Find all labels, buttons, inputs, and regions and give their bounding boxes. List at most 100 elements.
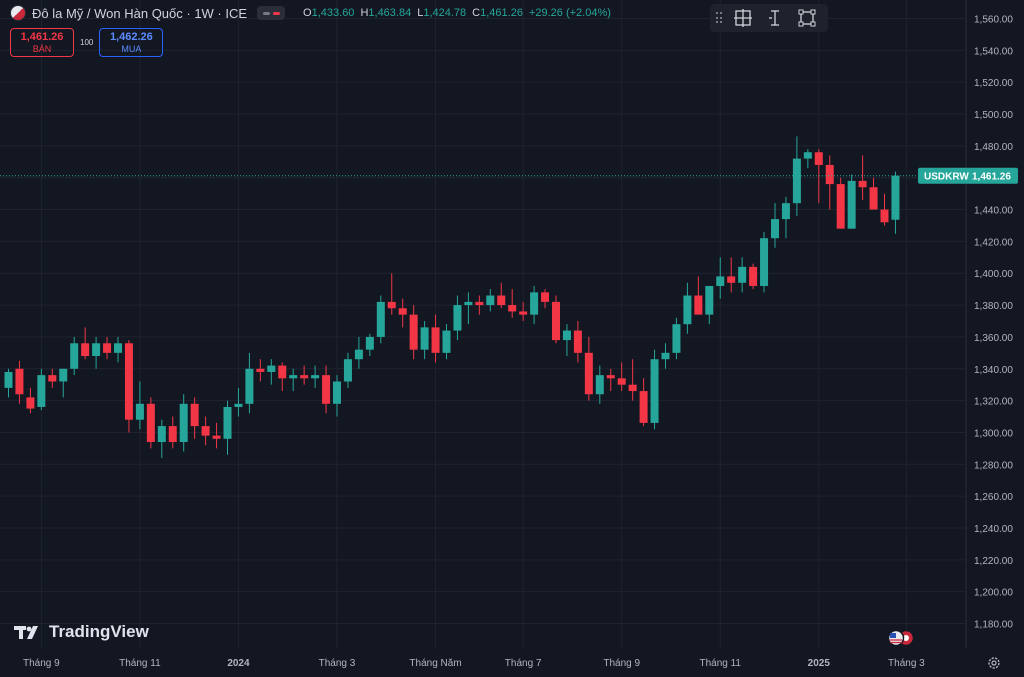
last-price-symbol: USDKRW (924, 172, 969, 183)
time-tick-label: Tháng 11 (699, 658, 741, 669)
candle (311, 365, 320, 388)
price-axis[interactable]: 1,180.00 1,200.00 1,220.00 1,240.00 1,260.00… (974, 15, 1013, 631)
time-axis[interactable]: Tháng 9 Tháng 11 2024 Tháng 3 Tháng Năm Tháng… (23, 658, 925, 669)
currency-flags-icon[interactable] (886, 629, 918, 647)
candle-body (650, 359, 659, 423)
candle (727, 257, 736, 293)
sell-price: 1,461.26 (20, 30, 64, 43)
candle (639, 378, 648, 427)
frame-icon[interactable] (796, 7, 818, 29)
price-tick-label: 1,440.00 (974, 206, 1013, 217)
time-tick-label: Tháng 3 (888, 658, 925, 669)
text-cursor-icon[interactable] (764, 7, 786, 29)
candle (617, 362, 626, 392)
candle-body (869, 187, 878, 210)
candle (398, 298, 407, 328)
candle (497, 282, 506, 309)
series-visibility-button[interactable] (257, 6, 286, 20)
candle-body (738, 266, 747, 283)
candle-body (103, 343, 112, 353)
candle-body (70, 343, 79, 369)
open-value: 1,433.60 (311, 7, 355, 19)
candle-body (727, 276, 736, 283)
buy-button[interactable]: 1,462.26 MUA (99, 28, 164, 57)
candle (683, 282, 692, 334)
sell-button[interactable]: 1,461.26 BÁN (10, 28, 74, 57)
candle-body (573, 330, 582, 353)
change-value: +29.26 (+2.04%) (528, 7, 611, 19)
candle-body (628, 384, 637, 392)
candle-body (453, 305, 462, 331)
candle-body (245, 368, 254, 404)
candle (508, 289, 517, 318)
time-tick-label: Tháng Năm (409, 658, 461, 669)
candle (333, 375, 341, 417)
low-label: L (417, 7, 424, 19)
candle (705, 285, 714, 325)
tradingview-logo[interactable]: TradingView (14, 622, 149, 642)
candle-body (639, 391, 648, 423)
price-tick-label: 1,560.00 (974, 15, 1013, 26)
candle-body (311, 375, 320, 379)
candle-body (333, 381, 341, 404)
price-tick-label: 1,180.00 (974, 620, 1013, 631)
candle-body (442, 330, 451, 353)
time-tick-label: Tháng 7 (505, 658, 542, 669)
candle-body (157, 426, 166, 442)
candle (530, 285, 539, 325)
candle-body (343, 359, 352, 382)
candle-body (278, 365, 287, 379)
candle (278, 362, 287, 392)
price-tick-label: 1,260.00 (974, 492, 1013, 503)
candle-body (825, 164, 834, 185)
price-tick-label: 1,340.00 (974, 365, 1013, 376)
settings-icon[interactable] (987, 656, 1001, 670)
time-tick-label: Tháng 3 (319, 658, 356, 669)
candle-body (135, 403, 144, 420)
candle-body (475, 301, 484, 306)
alert-icon (272, 11, 280, 15)
candle (453, 295, 462, 341)
candle-body (672, 324, 681, 353)
time-tick-label: Tháng 9 (603, 658, 640, 669)
candle (354, 336, 363, 369)
candle-body (431, 327, 440, 353)
time-tick-label: 2025 (808, 658, 831, 669)
price-tick-label: 1,520.00 (974, 78, 1013, 89)
crosshair-box-icon[interactable] (732, 7, 754, 29)
candle-body (814, 152, 823, 165)
candle (628, 359, 637, 401)
candle-body (48, 375, 57, 382)
candle (573, 321, 582, 363)
candle-body (365, 336, 374, 350)
candle-body (716, 276, 725, 286)
candle-body (792, 158, 801, 204)
candle-body (595, 375, 604, 395)
ohlc-readout: O1,433.60 H1,463.84 L1,424.78 C1,461.26 … (303, 7, 611, 19)
grip-icon[interactable] (716, 12, 722, 24)
last-price-label: USDKRW 1,461.26 (918, 167, 1018, 184)
candle-body (858, 180, 867, 188)
candle-body (771, 219, 779, 239)
candle-body (267, 365, 276, 372)
candle-body (4, 371, 13, 388)
candle (584, 336, 593, 401)
high-value: 1,463.84 (368, 7, 412, 19)
candle (672, 317, 681, 360)
price-tick-label: 1,380.00 (974, 301, 1013, 312)
buy-price: 1,462.26 (109, 30, 153, 43)
candle-body (617, 378, 626, 385)
candle (409, 305, 418, 360)
candle (135, 381, 144, 430)
candle-body (387, 301, 396, 309)
candle (114, 336, 122, 363)
symbol-title[interactable]: Đô la Mỹ / Won Hàn Quốc · 1W · ICE (32, 5, 248, 21)
candle (431, 314, 440, 363)
candle (420, 321, 429, 360)
price-tick-label: 1,500.00 (974, 110, 1013, 121)
candle (256, 359, 265, 382)
candle (442, 324, 451, 360)
time-tick-label: Tháng 9 (23, 658, 60, 669)
chart-grid (0, 0, 966, 648)
